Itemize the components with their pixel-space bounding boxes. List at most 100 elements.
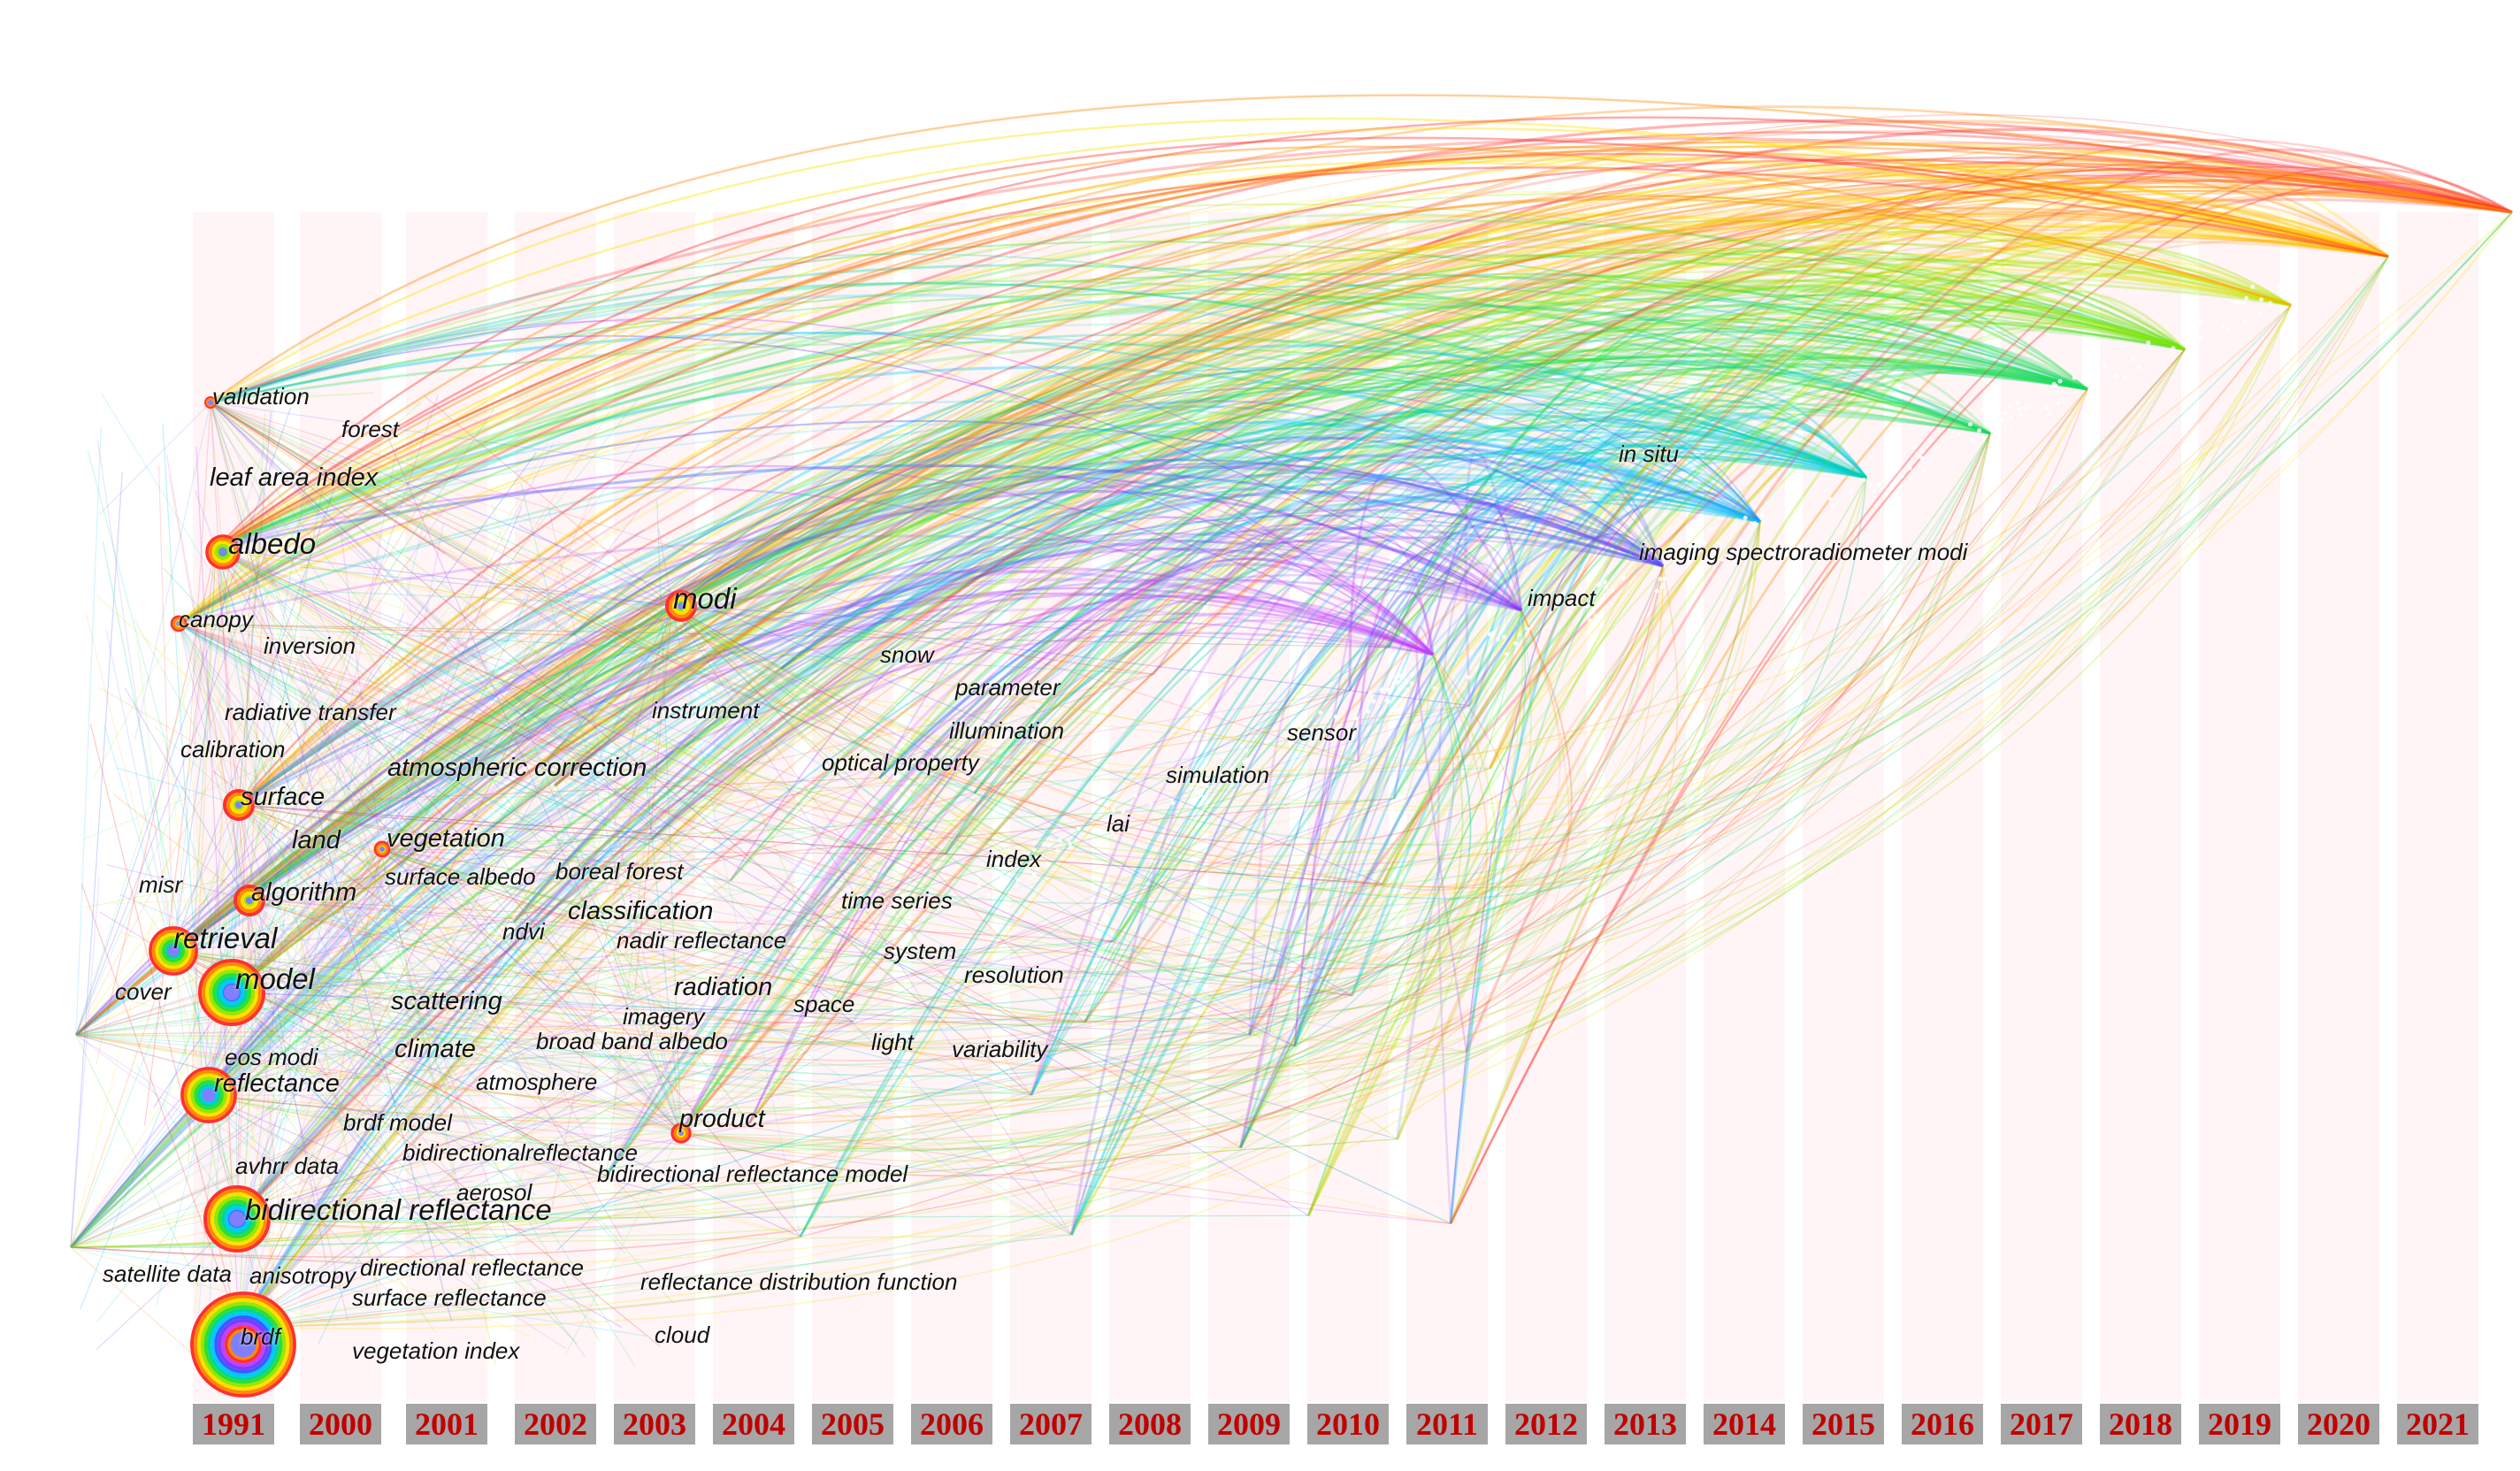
keyword-reflectance[interactable]: reflectance <box>214 1069 340 1098</box>
co-occurrence-link <box>1449 172 2513 1224</box>
keyword-radiation[interactable]: radiation <box>674 973 773 1001</box>
keyword-brdf-model[interactable]: brdf model <box>343 1109 452 1136</box>
minor-keyword-dot <box>977 883 982 888</box>
keyword-calibration[interactable]: calibration <box>180 736 286 762</box>
keyword-boreal-forest[interactable]: boreal forest <box>555 858 684 885</box>
co-occurrence-link <box>680 433 1991 1142</box>
co-occurrence-link <box>210 402 452 1322</box>
keyword-atmospheric-correction[interactable]: atmospheric correction <box>387 754 647 782</box>
keyword-cover[interactable]: cover <box>115 978 172 1005</box>
keyword-snow[interactable]: snow <box>880 641 934 668</box>
keyword-system[interactable]: system <box>884 938 957 964</box>
keyword-optical-property[interactable]: optical property <box>822 749 979 776</box>
keyword-node-core <box>230 1331 257 1358</box>
keyword-index[interactable]: index <box>986 846 1042 872</box>
keyword-brdf[interactable]: brdf <box>241 1323 280 1350</box>
minor-keyword-dot <box>2233 300 2239 305</box>
keyword-anisotropy[interactable]: anisotropy <box>249 1262 356 1289</box>
co-occurrence-link <box>238 924 557 1328</box>
keyword-bidirectional-reflectance[interactable]: bidirectional reflectance <box>245 1193 552 1226</box>
keyword-bidirectional-reflectance-model[interactable]: bidirectional reflectance model <box>597 1161 908 1187</box>
keyword-algorithm[interactable]: algorithm <box>251 878 357 907</box>
keyword-modi[interactable]: modi <box>673 582 737 615</box>
co-occurrence-link <box>238 804 655 1222</box>
keyword-product[interactable]: product <box>679 1105 765 1133</box>
keyword-resolution[interactable]: resolution <box>964 962 1064 988</box>
co-occurrence-link <box>70 632 1434 1248</box>
co-occurrence-link <box>238 869 537 1328</box>
keyword-forest[interactable]: forest <box>341 416 400 442</box>
co-occurrence-link <box>203 1021 854 1096</box>
keyword-variability[interactable]: variability <box>952 1036 1048 1062</box>
keyword-surface-reflectance[interactable]: surface reflectance <box>352 1284 547 1311</box>
co-occurrence-link <box>215 419 1664 568</box>
keyword-imagery[interactable]: imagery <box>623 1003 705 1030</box>
keyword-nadir-reflectance[interactable]: nadir reflectance <box>617 927 787 954</box>
keyword-validation[interactable]: validation <box>212 383 310 410</box>
minor-keyword-dot <box>1229 766 1235 771</box>
keyword-node-ring <box>211 1312 276 1377</box>
keyword-vegetation[interactable]: vegetation <box>387 824 505 853</box>
co-occurrence-link <box>210 402 1509 960</box>
keyword-inversion[interactable]: inversion <box>264 632 356 659</box>
keyword-aerosol[interactable]: aerosol <box>456 1179 532 1206</box>
keyword-misr[interactable]: misr <box>139 871 183 898</box>
keyword-avhrr-data[interactable]: avhrr data <box>235 1153 340 1179</box>
co-occurrence-link <box>236 1034 1250 1220</box>
keyword-satellite-data[interactable]: satellite data <box>103 1260 232 1287</box>
co-occurrence-link <box>172 168 2513 952</box>
keyword-sensor[interactable]: sensor <box>1287 719 1357 746</box>
co-occurrence-link <box>379 848 1467 1053</box>
co-occurrence-link <box>245 668 782 900</box>
co-occurrence-link <box>238 647 1390 1328</box>
co-occurrence-link <box>172 668 782 952</box>
co-occurrence-link <box>1047 293 2186 714</box>
keyword-in-situ[interactable]: in situ <box>1619 441 1679 467</box>
co-occurrence-link <box>172 552 232 952</box>
keyword-surface-albedo[interactable]: surface albedo <box>385 863 536 890</box>
keyword-vegetation-index[interactable]: vegetation index <box>352 1337 520 1364</box>
keyword-radiative-transfer[interactable]: radiative transfer <box>225 699 396 725</box>
keyword-climate[interactable]: climate <box>394 1035 476 1063</box>
co-occurrence-link <box>1348 460 1665 692</box>
keyword-simulation[interactable]: simulation <box>1166 762 1270 788</box>
co-occurrence-link <box>604 531 1522 1177</box>
keyword-time-series[interactable]: time series <box>841 887 953 914</box>
co-occurrence-link <box>238 433 1991 1328</box>
keyword-directional-reflectance[interactable]: directional reflectance <box>360 1254 584 1281</box>
co-occurrence-link <box>650 426 1867 840</box>
co-occurrence-link <box>172 950 854 1023</box>
keyword-node-ring <box>183 1069 234 1121</box>
keyword-impact[interactable]: impact <box>1528 585 1596 611</box>
keyword-lai[interactable]: lai <box>1107 810 1130 837</box>
keyword-ndvi[interactable]: ndvi <box>502 918 545 945</box>
keyword-eos-modi[interactable]: eos modi <box>225 1044 318 1070</box>
year-column-shade <box>2397 212 2478 1402</box>
keyword-canopy[interactable]: canopy <box>179 606 253 632</box>
keyword-albedo[interactable]: albedo <box>228 527 317 560</box>
keyword-atmosphere[interactable]: atmosphere <box>476 1069 598 1095</box>
keyword-classification[interactable]: classification <box>568 897 714 925</box>
keyword-surface[interactable]: surface <box>241 783 326 811</box>
co-occurrence-link <box>210 402 750 1124</box>
keyword-space[interactable]: space <box>793 991 855 1017</box>
keyword-model[interactable]: model <box>235 962 315 995</box>
keyword-parameter[interactable]: parameter <box>955 674 1061 701</box>
co-occurrence-link <box>545 936 682 1134</box>
keyword-light[interactable]: light <box>871 1029 914 1055</box>
keyword-broad-band-albedo[interactable]: broad band albedo <box>536 1028 728 1054</box>
co-occurrence-link <box>70 1128 349 1248</box>
keyword-bidirectionalreflectance[interactable]: bidirectionalreflectance <box>402 1139 638 1166</box>
keyword-scattering[interactable]: scattering <box>391 987 502 1015</box>
co-occurrence-link <box>782 166 2513 940</box>
keyword-instrument[interactable]: instrument <box>652 697 760 724</box>
keyword-land[interactable]: land <box>292 826 341 854</box>
keyword-retrieval[interactable]: retrieval <box>173 922 278 954</box>
keyword-cloud[interactable]: cloud <box>655 1322 710 1348</box>
co-occurrence-link <box>215 272 2088 550</box>
co-occurrence-link <box>210 402 421 674</box>
keyword-illumination[interactable]: illumination <box>949 717 1065 744</box>
keyword-leaf-area-index[interactable]: leaf area index <box>210 464 379 492</box>
keyword-imaging-spectroradiometer-modi[interactable]: imaging spectroradiometer modi <box>1639 539 1968 565</box>
keyword-reflectance-distribution-function[interactable]: reflectance distribution function <box>640 1268 958 1295</box>
